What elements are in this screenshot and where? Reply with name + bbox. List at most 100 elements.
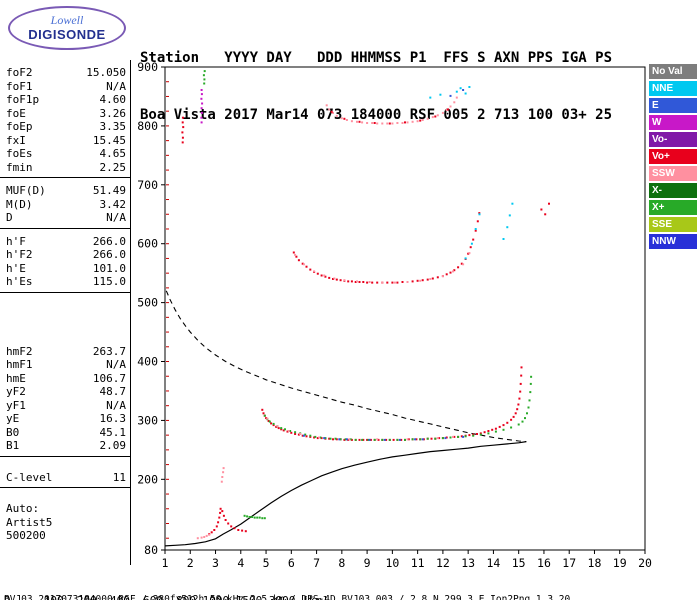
param-row-d: D N/A — [0, 211, 130, 225]
param-row-hmf2: hmF2 263.7 — [0, 345, 130, 359]
plot-frame — [164, 66, 646, 551]
param-value: 106.7 — [92, 371, 126, 385]
x-tick-label: 14 — [486, 556, 500, 570]
auto-line-artist5: Artist5 — [6, 515, 53, 529]
param-label: foE — [6, 106, 26, 120]
param-value: 3.42 — [99, 197, 127, 211]
x-tick-label: 4 — [237, 556, 244, 570]
legend-item-vo+: Vo+ — [649, 149, 697, 164]
param-label: foF2 — [6, 66, 33, 79]
param-value: 3.26 — [99, 106, 127, 120]
param-row-muf-d-: MUF(D) 51.49 — [0, 184, 130, 198]
y-axis-labels: 900 800 700 600 500 400 300 200 80 — [137, 60, 169, 557]
param-value: 16.3 — [99, 412, 127, 425]
param-value: 266.0 — [92, 248, 126, 261]
file-info-line: BVJ03_2017073184000.RSF / 380fx512h 50 k… — [4, 594, 571, 600]
param-value: 263.7 — [92, 344, 126, 358]
param-row-fof1p: foF1p 4.60 — [0, 93, 130, 107]
param-row-yf2: yF2 48.7 — [0, 385, 130, 399]
x-tick-label: 1 — [162, 556, 169, 570]
param-label: D — [6, 211, 13, 224]
param-label: yF1 — [6, 398, 26, 412]
x-tick-label: 11 — [411, 556, 425, 570]
x-tick-label: 12 — [436, 556, 450, 570]
param-row-foes: foEs 4.65 — [0, 147, 130, 161]
x-tick-label: 2 — [187, 556, 194, 570]
series-f2-trace-o-mode — [261, 366, 523, 441]
param-value: N/A — [106, 79, 126, 93]
param-label: h'Es — [6, 275, 33, 288]
x-tick-label: 17 — [562, 556, 576, 570]
param-row-h-f: h'F 266.0 — [0, 235, 130, 249]
lowell-digisonde-logo: Lowell DIGISONDE — [8, 6, 126, 50]
legend-item-x+: X+ — [649, 200, 697, 215]
param-row-fof1: foF1 N/A — [0, 80, 130, 94]
param-value: 45.1 — [99, 425, 127, 439]
y-tick-label: 500 — [137, 296, 158, 310]
param-value: 3.35 — [99, 120, 127, 133]
series-spread-blue-top — [449, 89, 465, 97]
param-group-0: foF2 15.050 foF1 N/A foF1p 4.60 foE 3.26 foEp 3.3… — [0, 64, 130, 178]
param-value: 4.60 — [99, 93, 127, 106]
x-tick-label: 5 — [263, 556, 270, 570]
param-label: foEp — [6, 120, 33, 133]
param-label: foF1 — [6, 79, 33, 93]
param-value: 266.0 — [92, 234, 126, 248]
param-row-foe: foE 3.26 — [0, 107, 130, 121]
series-es-trace-green — [243, 514, 266, 520]
param-label: fxI — [6, 133, 26, 147]
series-third-hop-pink — [325, 96, 458, 125]
param-label: hmF1 — [6, 358, 33, 371]
series-spread-red-left — [181, 116, 185, 144]
param-row-c-level: C-level 11 — [0, 471, 130, 485]
legend-item-sse: SSE — [649, 217, 697, 232]
auto-artist-block: Auto: Artist5 500200 — [0, 502, 130, 543]
y-tick-label: 400 — [137, 355, 158, 369]
param-value: 15.050 — [86, 66, 126, 79]
legend-item-e: E — [649, 98, 697, 113]
param-value: 48.7 — [99, 385, 127, 398]
y-tick-label: 600 — [137, 237, 158, 251]
param-row-yf1: yF1 N/A — [0, 399, 130, 413]
param-label: B0 — [6, 425, 20, 439]
param-label: yF2 — [6, 385, 26, 398]
series-e-trace-pink — [196, 467, 225, 540]
series-spread-w-column — [200, 89, 204, 124]
y-tick-label: 80 — [144, 543, 158, 557]
param-group-2: h'F 266.0 h'F2 266.0 h'E 101.0 h'Es 115.0 — [0, 233, 130, 293]
param-label: M(D) — [6, 197, 33, 211]
series-f2-trace-east — [302, 434, 465, 441]
param-value: N/A — [106, 358, 126, 371]
legend-item-vo-: Vo- — [649, 132, 697, 147]
param-label: foF1p — [6, 93, 40, 106]
param-row-m-d-: M(D) 3.42 — [0, 198, 130, 212]
param-row-fmin: fmin 2.25 — [0, 161, 130, 175]
logo-lowell-text: Lowell — [50, 12, 84, 27]
param-group-4: C-level 11 — [0, 469, 130, 488]
x-tick-label: 9 — [364, 556, 371, 570]
auto-line-auto-: Auto: — [6, 502, 40, 515]
series-spread-cyan-top — [429, 86, 471, 99]
param-label: h'F2 — [6, 248, 33, 261]
param-row-h-f2: h'F2 266.0 — [0, 248, 130, 262]
y-tick-label: 700 — [137, 178, 158, 192]
x-tick-label: 3 — [212, 556, 219, 570]
parameter-groups: foF2 15.050 foF1 N/A foF1p 4.60 foE 3.26 foEp 3.3… — [0, 64, 130, 488]
param-label: C-level — [6, 470, 53, 484]
x-tick-label: 13 — [461, 556, 475, 570]
series-second-hop-cyan — [464, 202, 514, 260]
x-tick-label: 8 — [338, 556, 345, 570]
x-tick-label: 15 — [512, 556, 526, 570]
legend-item-x-: X- — [649, 183, 697, 198]
param-value: N/A — [106, 211, 126, 224]
legend-item-w: W — [649, 115, 697, 130]
legend-item-nne: NNE — [649, 81, 697, 96]
y-tick-label: 900 — [137, 60, 158, 74]
param-row-b0: B0 45.1 — [0, 426, 130, 440]
series-specks-right-red — [540, 202, 550, 216]
series-true-height-profile — [164, 441, 527, 547]
param-label: hmF2 — [6, 344, 33, 358]
series-second-hop-pink — [294, 252, 471, 284]
